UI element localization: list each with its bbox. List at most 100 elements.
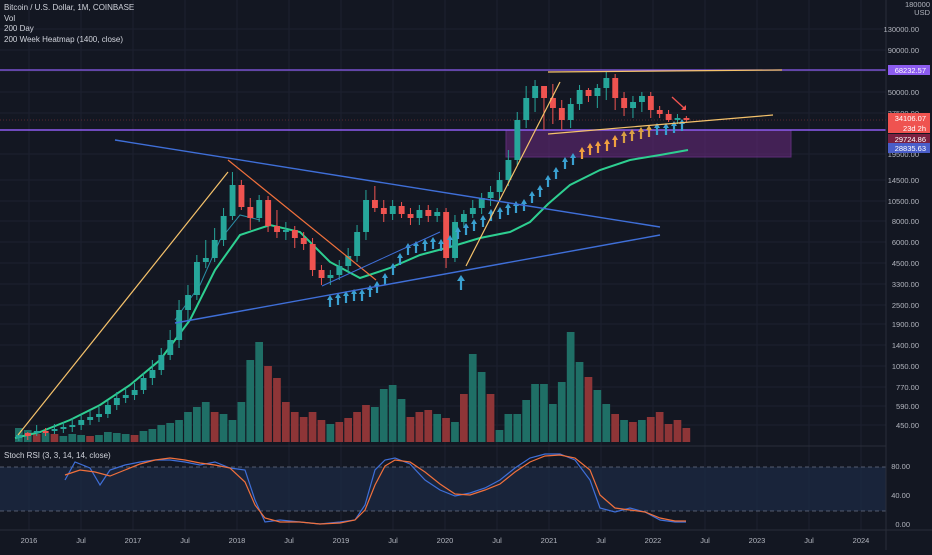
candle-body [96, 414, 102, 417]
price-tick-label: 4500.00 [892, 259, 919, 268]
candle-body [105, 405, 111, 414]
volume-bar [460, 394, 468, 442]
candle-body [585, 90, 592, 96]
price-tick-label: 130000.00 [884, 25, 919, 34]
volume-bar [299, 417, 308, 442]
candle-body [621, 98, 628, 108]
stoch-tick-label: 40.00 [891, 491, 910, 500]
trendline-yellow-top[interactable] [547, 69, 783, 73]
candle-body [211, 240, 218, 258]
volume-bar [290, 412, 299, 442]
candle-body [69, 425, 76, 427]
volume-bar [308, 412, 317, 442]
trendline-yellow-2017[interactable] [17, 171, 229, 436]
symbol-title[interactable]: Bitcoin / U.S. Dollar, 1M, COINBASE [4, 3, 135, 12]
candle-body [612, 78, 619, 98]
time-axis-label: 2019 [333, 536, 350, 545]
candle-body [345, 256, 352, 266]
time-axis-label: 2024 [853, 536, 870, 545]
price-scale[interactable] [886, 0, 932, 550]
time-axis-label: 2022 [645, 536, 662, 545]
volume-bar [68, 434, 77, 442]
ma-price-tag-bg [888, 134, 930, 144]
volume-bar [228, 420, 237, 442]
stoch-d-line[interactable] [64, 454, 686, 525]
volume-bar [557, 382, 566, 442]
up-arrow-signal-icon [638, 127, 644, 132]
stoch-rsi-label[interactable]: Stoch RSI (3, 3, 14, 14, close) [4, 451, 111, 460]
volume-bar [673, 420, 682, 442]
trendline-yellow-2020[interactable] [465, 81, 561, 267]
candle-body [354, 232, 361, 256]
price-tick-label: 450.00 [896, 421, 919, 430]
trendline-blue-lower[interactable] [174, 234, 661, 324]
price-tick-label: 90000.00 [888, 46, 919, 55]
volume-bar [397, 399, 406, 442]
stoch-tick-label: 0.00 [895, 520, 910, 529]
candle-body [113, 398, 120, 405]
stoch-k-line[interactable] [64, 453, 686, 525]
volume-bar [112, 433, 121, 442]
up-arrow-signal-icon [654, 123, 660, 128]
up-arrow-signal-icon [629, 129, 635, 134]
volume-bar [32, 434, 41, 442]
resistance-price-tag-bg [888, 65, 930, 75]
up-arrow-signal-icon [455, 227, 461, 232]
price-tick-label: 8000.00 [892, 217, 919, 226]
up-arrow-signal-icon [351, 289, 357, 294]
volume-bar [148, 429, 157, 442]
stoch-tick-label: 80.00 [891, 462, 910, 471]
time-axis-label: Jul [388, 536, 398, 545]
ma-line-200w[interactable] [14, 149, 689, 439]
time-axis-label: 2018 [229, 536, 246, 545]
volume-bar [353, 412, 361, 442]
up-arrow-signal-icon [471, 219, 477, 224]
price-scale-unit: USD [914, 8, 930, 17]
stoch-band [0, 467, 886, 511]
trendline-yellow-mid[interactable] [547, 114, 774, 135]
candle-body [416, 210, 423, 218]
volume-bar [77, 435, 85, 442]
price-tick-label: 6000.00 [892, 238, 919, 247]
up-arrow-signal-icon [604, 139, 610, 144]
volume-bar [237, 402, 246, 442]
candle-body [514, 120, 521, 160]
candle-body [140, 378, 147, 390]
up-arrow-signal-icon [595, 141, 601, 146]
price-tick-label: 1400.00 [892, 341, 919, 350]
volume-indicator-label[interactable]: Vol [4, 13, 16, 23]
candle-body [60, 427, 67, 429]
volume-bar [424, 410, 433, 442]
volume-bar [638, 420, 646, 442]
volume-bar [655, 412, 664, 442]
price-tick-label: 590.00 [896, 402, 919, 411]
up-arrow-signal-icon [335, 293, 341, 298]
chart-legend: Bitcoin / U.S. Dollar, 1M, COINBASE Vol … [4, 3, 134, 45]
up-arrow-signal-icon [343, 291, 349, 296]
volume-bar [664, 424, 673, 442]
trendline-blue-upper[interactable] [114, 139, 661, 228]
up-arrow-signal-icon [579, 147, 585, 152]
volume-bar [531, 384, 539, 442]
heatmap-indicator-label[interactable]: 200 Week Heatmap (1400, close) [4, 34, 124, 44]
candle-body [122, 395, 129, 398]
candle-body [647, 96, 654, 110]
candle-body [176, 310, 183, 340]
candle-body [372, 200, 378, 208]
volume-bar [317, 420, 326, 442]
trendline-orange-down[interactable] [227, 159, 377, 281]
up-arrow-signal-icon [438, 239, 444, 244]
volume-bar [371, 407, 379, 442]
volume-bar [486, 394, 495, 442]
candle-body [478, 198, 485, 208]
volume-bar [344, 418, 352, 442]
countdown-tag: 23d 2h [903, 124, 926, 133]
volume-bar [219, 414, 228, 442]
up-arrow-signal-icon [390, 263, 396, 268]
ma-indicator-label[interactable]: 200 Day [4, 24, 34, 33]
candle-body [167, 340, 174, 355]
up-arrow-signal-icon [587, 143, 593, 148]
up-arrow-signal-icon [529, 191, 535, 196]
